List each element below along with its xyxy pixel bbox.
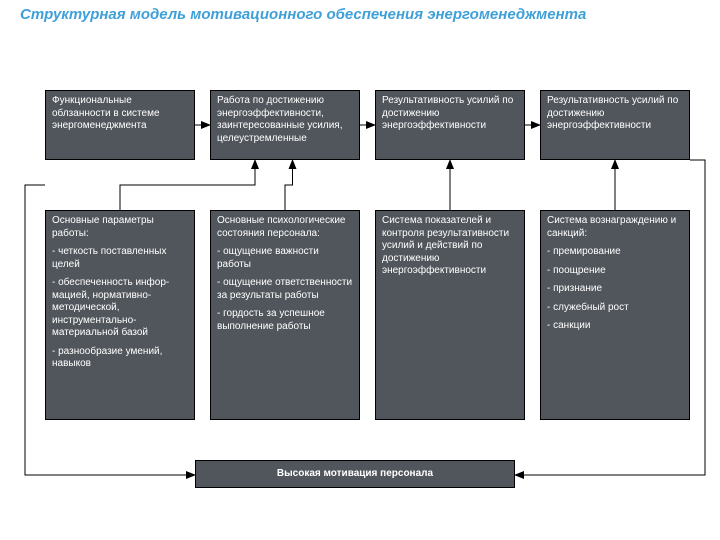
box-line: - четкость поставленных целей: [52, 246, 188, 271]
box-line: - санкции: [547, 320, 683, 333]
box-line: Работа по достижению энергоэффективности…: [217, 95, 353, 145]
box-line: - поощрение: [547, 265, 683, 278]
box-line: - ощущение ответственности за результаты…: [217, 277, 353, 302]
box-line: - служебный рост: [547, 302, 683, 315]
box-line: Функциональные облзанности в системе эне…: [52, 95, 188, 133]
box-line: Система вознаграждению и санкций:: [547, 215, 683, 240]
box-b3: Система показателей и контроля результат…: [375, 210, 525, 420]
box-line: - премирование: [547, 246, 683, 259]
box-line: - гордость за успешное выполнение работы: [217, 308, 353, 333]
box-b2: Основные психологические состояния персо…: [210, 210, 360, 420]
box-out: Высокая мотивация персонала: [195, 460, 515, 488]
box-b1: Основные параметры работы: - четкость пос…: [45, 210, 195, 420]
box-t3: Результативность усилий по достижению эн…: [375, 90, 525, 160]
box-b4: Система вознаграждению и санкций: - преми…: [540, 210, 690, 420]
box-t2: Работа по достижению энергоэффективности…: [210, 90, 360, 160]
box-line: - ощущение важности работы: [217, 246, 353, 271]
box-line: Результативность усилий по достижению эн…: [547, 95, 683, 133]
connector: [285, 160, 293, 210]
box-line: Система показателей и контроля результат…: [382, 215, 518, 278]
box-line: - обеспеченность инфор­мацией, нормативн…: [52, 277, 188, 340]
box-line: - признание: [547, 283, 683, 296]
box-line: Высокая мотивация персонала: [277, 468, 433, 481]
box-line: Результативность усилий по достижению эн…: [382, 95, 518, 133]
box-line: - разнообразие умений, навыков: [52, 346, 188, 371]
page-title: Структурная модель мотивационного обеспе…: [20, 6, 586, 23]
connector: [120, 160, 255, 210]
connector: [690, 160, 705, 475]
box-t1: Функциональные облзанности в системе эне…: [45, 90, 195, 160]
box-line: Основные параметры работы:: [52, 215, 188, 240]
box-t4: Результативность усилий по достижению эн…: [540, 90, 690, 160]
box-line: Основные психологические состояния персо…: [217, 215, 353, 240]
